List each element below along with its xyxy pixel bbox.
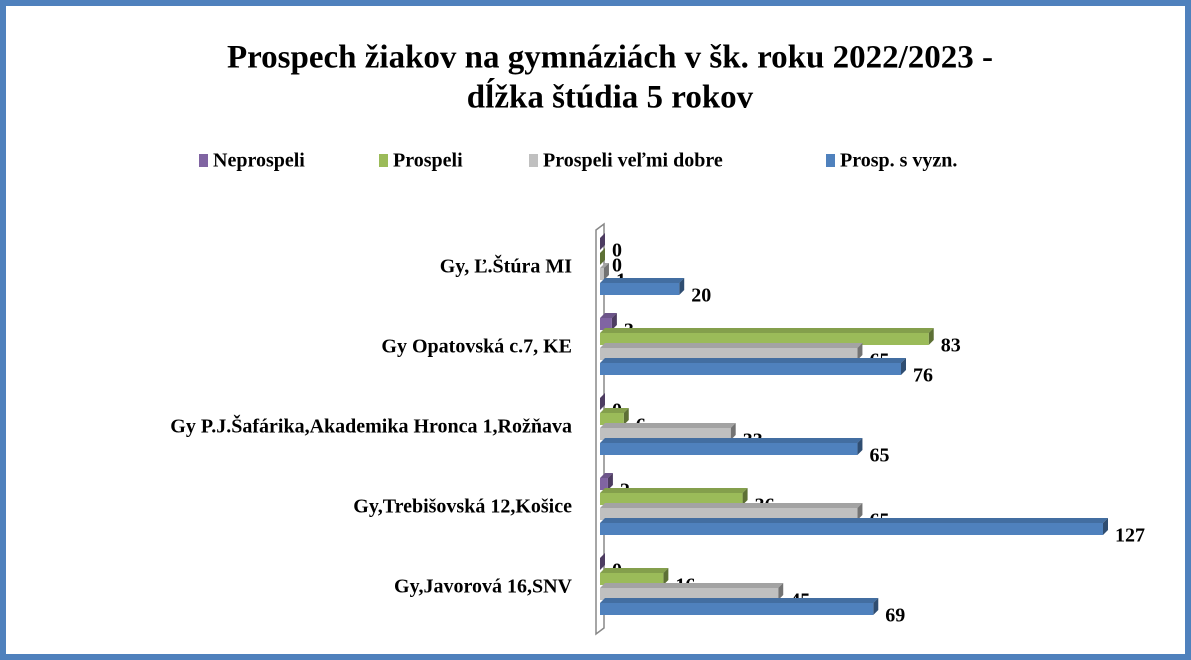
- bar: [600, 333, 929, 345]
- legend-label: Prospeli veľmi dobre: [543, 150, 723, 172]
- bar-side: [901, 358, 907, 375]
- bar-side: [600, 248, 605, 265]
- data-label: 127: [1115, 525, 1145, 547]
- chart-title: dĺžka štúdia 5 rokov: [467, 77, 754, 116]
- legend-swatch: [529, 154, 538, 167]
- bar-top: [600, 408, 629, 413]
- bar-top: [600, 328, 934, 333]
- legend-swatch: [199, 154, 208, 167]
- bar-top: [600, 568, 669, 573]
- bar: [600, 588, 779, 600]
- bar-top: [600, 438, 863, 443]
- y-tick-label: Gy Opatovská c.7, KE: [381, 336, 572, 358]
- data-label: 0: [612, 240, 622, 262]
- bar: [600, 428, 731, 440]
- legend-swatch: [826, 154, 835, 167]
- bar: [600, 478, 608, 490]
- bar-side: [611, 313, 617, 330]
- bar-top: [600, 423, 736, 428]
- bar-side: [663, 568, 669, 585]
- bar-side: [857, 503, 863, 520]
- bar-top: [600, 343, 863, 348]
- y-tick-label: Gy,Javorová 16,SNV: [394, 576, 573, 598]
- bar: [600, 268, 604, 280]
- data-label: 0: [612, 255, 622, 277]
- bar: [600, 523, 1103, 535]
- bar-top: [600, 518, 1108, 523]
- bar-side: [600, 553, 605, 570]
- y-tick-label: Gy P.J.Šafárika,Akademika Hronca 1,Rožňa…: [170, 414, 572, 438]
- data-label: 83: [941, 335, 961, 357]
- bar-top: [600, 488, 748, 493]
- bar: [600, 318, 612, 330]
- bar-top: [600, 278, 685, 283]
- bar: [600, 603, 874, 615]
- bar-top: [600, 313, 617, 318]
- bar-top: [600, 503, 863, 508]
- bar: [600, 283, 680, 295]
- bar-top: [600, 598, 879, 603]
- bar: [600, 508, 858, 520]
- legend-label: Neprospeli: [213, 150, 305, 172]
- bar: [600, 363, 902, 375]
- bar-side: [742, 488, 748, 505]
- bar-side: [857, 343, 863, 360]
- bar-side: [873, 598, 879, 615]
- bar: [600, 348, 858, 360]
- bar-side: [679, 278, 685, 295]
- bar-top: [600, 358, 907, 363]
- bar: [600, 493, 743, 505]
- y-tick-label: Gy, Ľ.Štúra MI: [440, 254, 572, 278]
- bar-top: [600, 263, 609, 268]
- bar-side: [600, 233, 605, 250]
- bar-top: [600, 583, 784, 588]
- bar-side: [623, 408, 629, 425]
- bar: [600, 443, 858, 455]
- bar-side: [603, 263, 609, 280]
- data-label: 69: [885, 605, 905, 627]
- legend-label: Prosp. s vyzn.: [840, 150, 957, 172]
- bar: [600, 413, 624, 425]
- bar-top: [600, 473, 613, 478]
- bar-side: [857, 438, 863, 455]
- bar-side: [600, 393, 605, 410]
- bar-side: [1103, 518, 1108, 535]
- bar-side: [730, 423, 736, 440]
- data-label: 76: [913, 365, 933, 387]
- data-label: 20: [691, 285, 711, 307]
- bar-side: [778, 583, 784, 600]
- chart-title: Prospech žiakov na gymnáziách v šk. roku…: [227, 40, 993, 76]
- bar-side: [607, 473, 613, 490]
- y-tick-label: Gy,Trebišovská 12,Košice: [353, 496, 572, 518]
- data-label: 65: [869, 445, 889, 467]
- legend-swatch: [379, 154, 388, 167]
- bar-side: [928, 328, 934, 345]
- bar: [600, 573, 664, 585]
- legend-label: Prospeli: [393, 150, 463, 172]
